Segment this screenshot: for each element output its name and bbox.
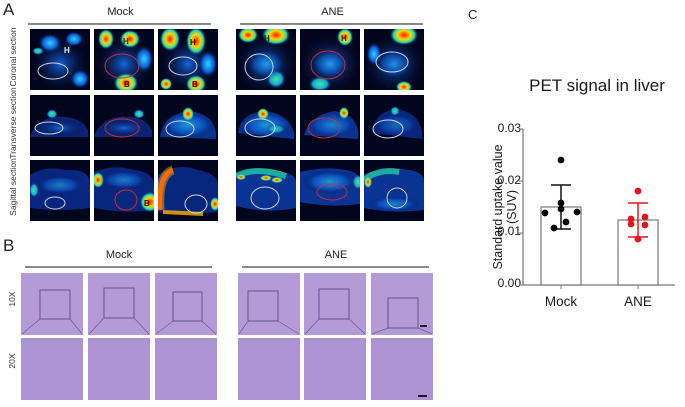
panel-a-row-label-transverse: Transverse section [8,87,18,159]
he-image-ane-3-10x [371,273,433,335]
pet-image-mock-1-sagittal [30,160,90,221]
pet-image-mock-2-sagittal: B [94,160,154,221]
y-tick-0.02: 0.02 [497,173,521,187]
he-image-ane-2-10x [304,273,366,335]
he-image-mock-1-20x [21,338,83,400]
data-point-ane [634,235,642,243]
svg-text:H: H [264,34,270,43]
pet-image-mock-1-coronal: H [30,29,90,90]
scale-bar-icon [418,395,427,397]
panel-a-group-mock-label: Mock [107,6,134,18]
he-image-mock-1-10x [21,273,83,335]
pet-image-ane-2-coronal: H [300,29,360,90]
panel-a-group-mock-line [28,23,211,25]
data-point-mock [550,224,558,232]
y-tick-0.01: 0.01 [497,224,521,238]
data-point-mock [557,199,565,207]
pet-image-mock-3-transverse [158,95,218,156]
he-image-ane-1-20x [238,338,300,400]
panel-b-row-label-10x: 10X [7,291,17,307]
pet-image-mock-2-transverse [94,95,154,156]
data-point-ane [641,213,649,221]
pet-image-ane-3-sagittal [364,160,424,221]
he-image-ane-1-10x [238,273,300,335]
he-image-mock-3-20x [155,338,217,400]
panel-b-row-label-20x: 20X [7,353,17,369]
chart-y-axis-label-line-1: Standard uptake value [491,144,505,270]
panel-b-letter: B [3,236,15,255]
data-point-mock [557,156,565,164]
pet-image-mock-1-transverse [30,95,90,156]
pet-image-ane-2-transverse [300,95,360,156]
data-point-mock [541,209,549,217]
pet-image-mock-3-sagittal [158,160,218,221]
pet-image-ane-1-sagittal [236,160,296,221]
data-point-ane [641,221,649,229]
svg-text:H: H [341,34,347,43]
panel-a-group-ane-label: ANE [321,6,344,18]
svg-text:H: H [123,37,129,46]
data-point-mock [562,218,570,226]
pet-image-ane-1-coronal: H [236,29,296,90]
he-image-mock-2-20x [88,338,150,400]
chart-plot-area [518,120,683,295]
data-point-mock [573,208,581,216]
panel-b-group-ane-label: ANE [324,249,348,261]
pet-image-ane-3-transverse [364,95,424,156]
panel-a-row-label-coronal: Coronal section [8,27,18,87]
he-image-ane-3-20x [371,338,433,400]
y-tick-0.00: 0.00 [497,276,521,290]
svg-text:H: H [64,46,70,55]
pet-image-mock-2-coronal: H B [94,29,154,90]
panel-a-letter: A [3,0,15,19]
chart-y-axis-label-line-2: (SUV) [505,189,519,225]
svg-text:B: B [124,80,130,89]
panel-b-group-mock-line [25,266,212,268]
svg-text:B: B [192,80,198,89]
panel-c-letter: C [468,7,478,22]
scale-bar-icon [420,325,427,327]
he-image-ane-2-20x [304,338,366,400]
panel-b-group-ane-line [242,266,429,268]
he-image-mock-2-10x [88,273,150,335]
he-image-mock-3-10x [155,273,217,335]
svg-text:H: H [190,38,196,47]
x-tick-mock: Mock [544,294,578,309]
chart-title: PET signal in liver [529,76,665,95]
panel-a-group-ane-line [240,23,423,25]
data-point-ane [634,187,642,195]
svg-text:B: B [144,199,150,208]
x-tick-ane: ANE [624,294,652,309]
chart-y-axis-label: Standard uptake value (SUV) [491,127,519,287]
data-point-ane [627,220,635,228]
panel-a-row-label-sagittal: Sagittal section [8,158,18,216]
pet-image-ane-1-transverse [236,95,296,156]
pet-image-mock-3-coronal: H B [158,29,218,90]
data-point-ane [627,215,635,223]
y-tick-0.03: 0.03 [497,121,521,135]
panel-b-group-mock-label: Mock [105,249,133,261]
data-point-mock [557,205,565,213]
pet-image-ane-2-sagittal [300,160,360,221]
pet-image-ane-3-coronal [364,29,424,90]
